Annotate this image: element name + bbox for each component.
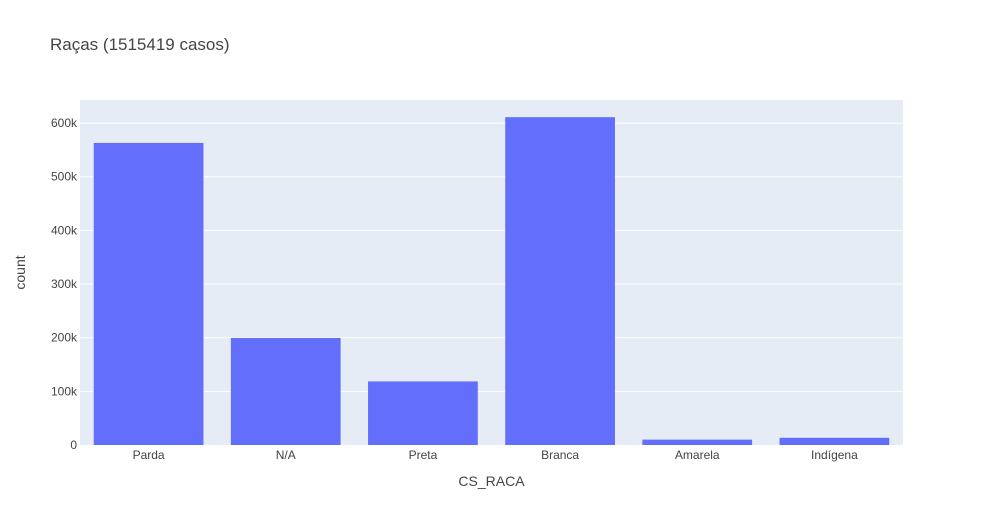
x-tick-label: N/A bbox=[276, 448, 296, 462]
y-tick-label: 200k bbox=[51, 331, 78, 345]
x-tick-label: Branca bbox=[541, 448, 579, 462]
y-tick-label: 100k bbox=[51, 384, 78, 398]
x-tick-label: Preta bbox=[409, 448, 438, 462]
bar-preta[interactable] bbox=[368, 381, 478, 445]
bar-amarela[interactable] bbox=[642, 439, 753, 445]
bar-ind-gena[interactable] bbox=[779, 437, 890, 445]
bar-n-a[interactable] bbox=[230, 337, 341, 445]
bar-parda[interactable] bbox=[93, 142, 204, 445]
y-tick-label: 600k bbox=[51, 116, 78, 130]
y-tick-label: 500k bbox=[51, 170, 78, 184]
x-axis-title: CS_RACA bbox=[458, 473, 525, 489]
y-axis-title: count bbox=[12, 255, 28, 289]
chart-title: Raças (1515419 casos) bbox=[50, 35, 230, 54]
plot-area bbox=[80, 100, 903, 445]
x-tick-label: Indígena bbox=[811, 448, 858, 462]
x-tick-label: Parda bbox=[133, 448, 165, 462]
bar-branca[interactable] bbox=[505, 117, 615, 445]
y-tick-label: 400k bbox=[51, 223, 78, 237]
y-tick-label: 300k bbox=[51, 277, 78, 291]
y-tick-label: 0 bbox=[70, 438, 77, 452]
x-tick-label: Amarela bbox=[675, 448, 720, 462]
